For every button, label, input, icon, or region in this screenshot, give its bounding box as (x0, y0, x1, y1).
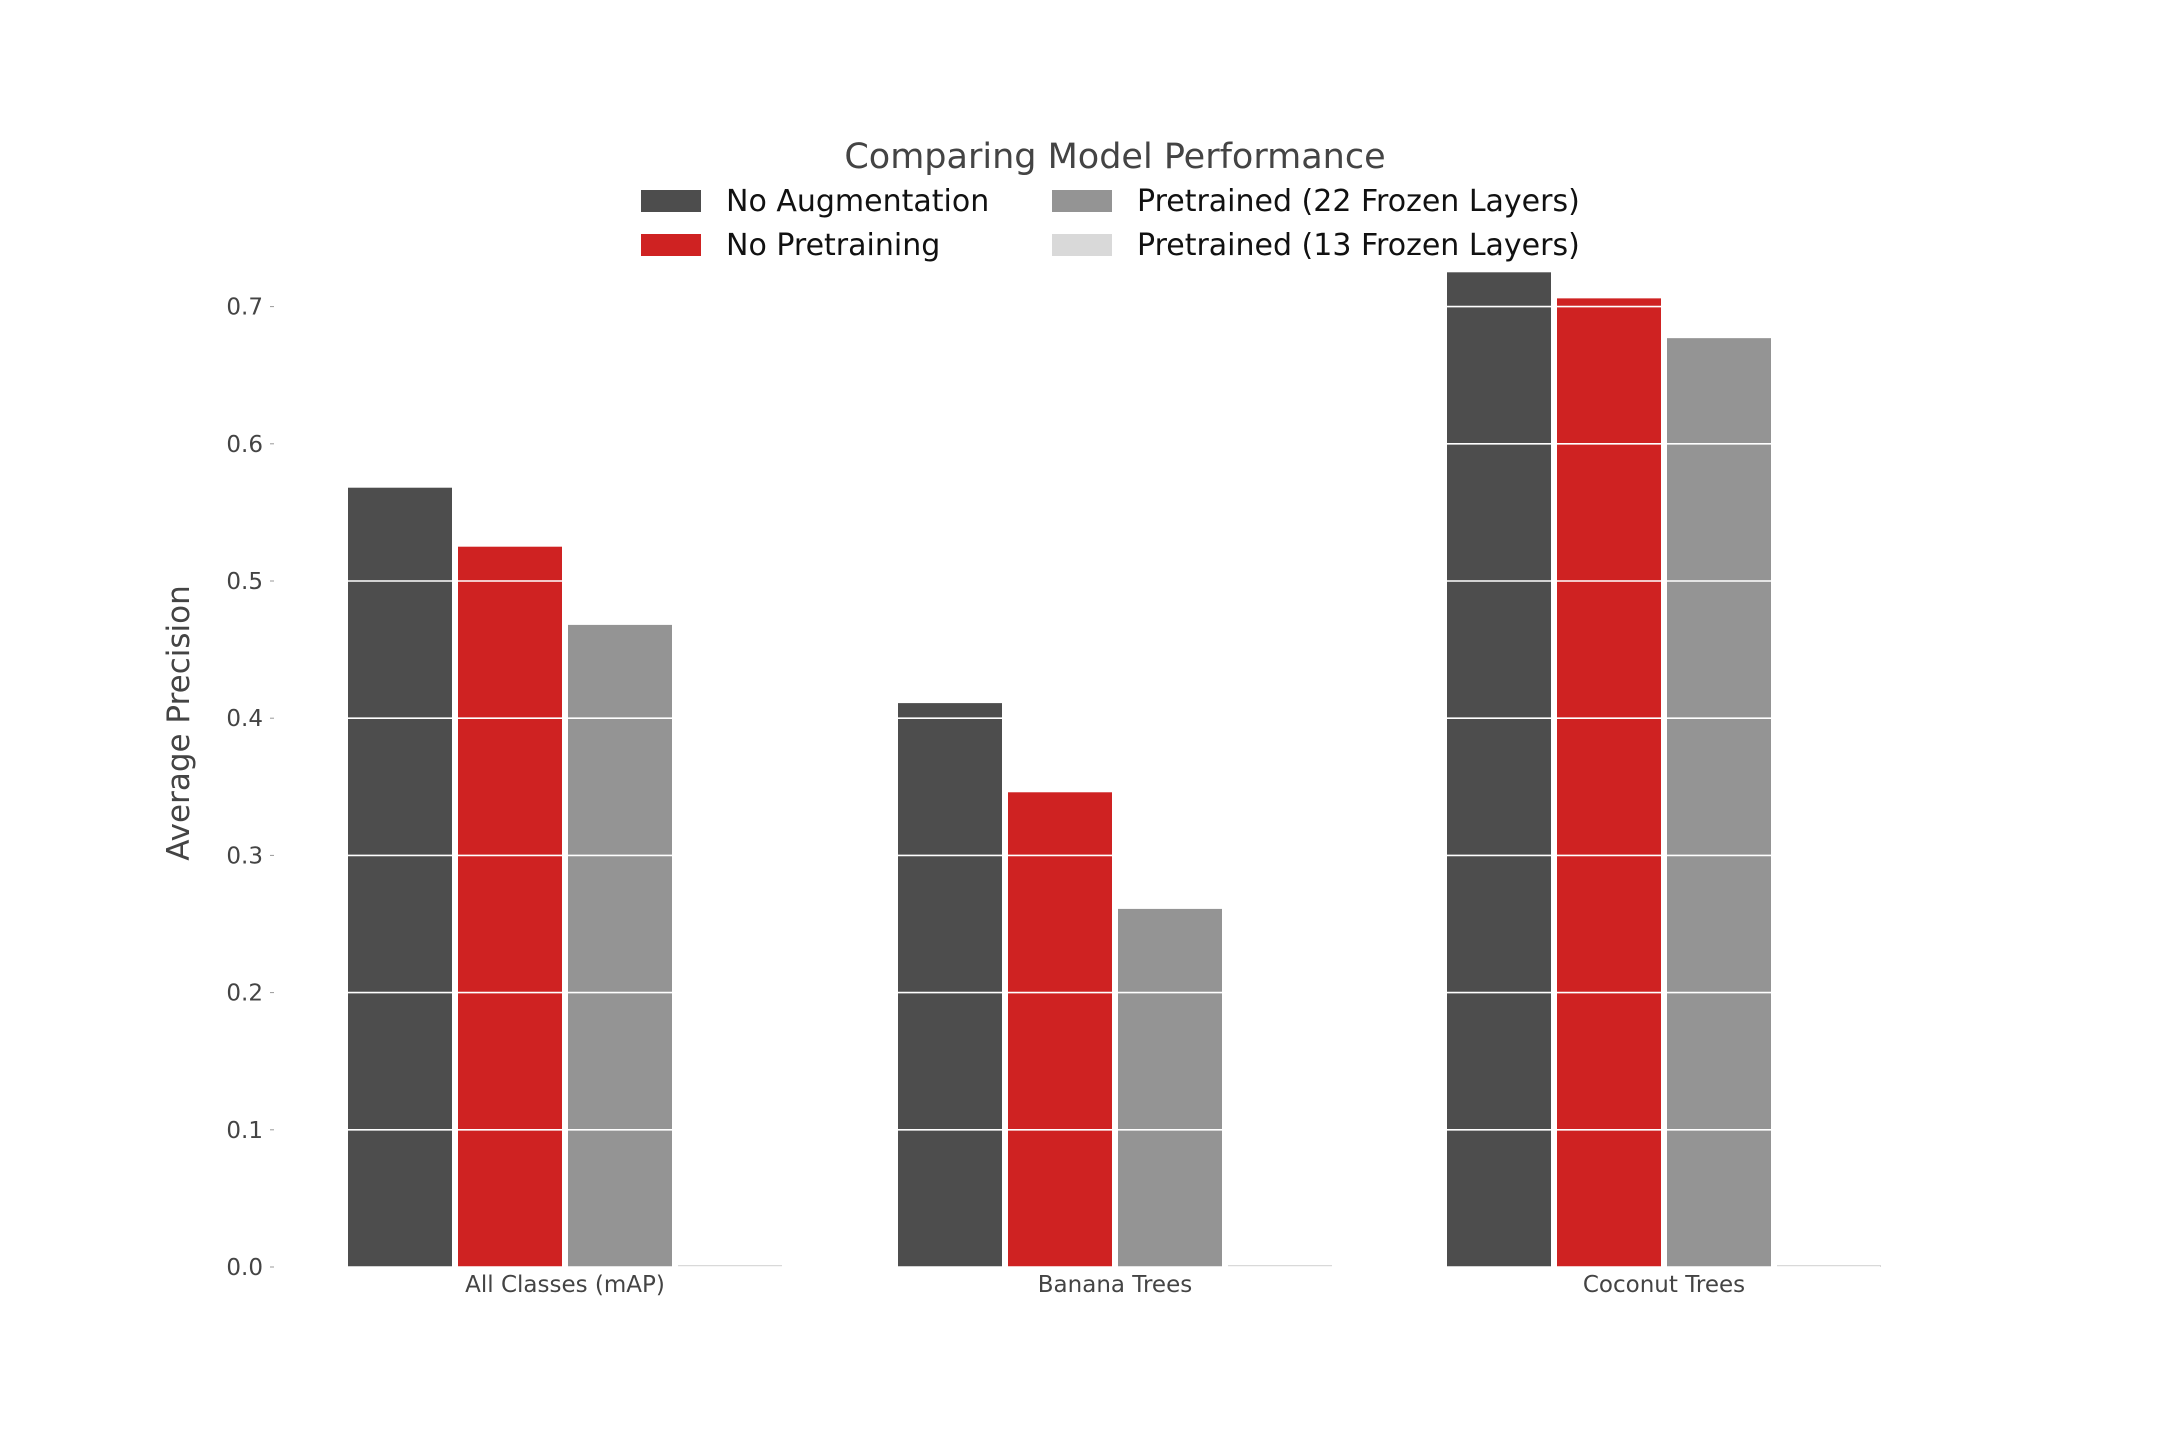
legend-swatch-3 (1052, 190, 1112, 212)
y-tick-label: 0.4 (226, 706, 263, 732)
bar-2-3 (1557, 298, 1661, 1267)
y-tick-label: 0.7 (226, 295, 263, 321)
x-axis-ticks: All Classes (mAP) Banana Trees Coconut Tre… (465, 1272, 1745, 1298)
y-axis-label: Average Precision (161, 585, 197, 860)
bar-2-1 (458, 546, 562, 1267)
legend-swatch-1 (641, 190, 701, 212)
legend-label-2: No Pretraining (726, 228, 940, 263)
gridlines (270, 305, 1880, 1268)
legend-label-3: Pretrained (22 Frozen Layers) (1137, 184, 1580, 219)
bar-3-3 (1667, 338, 1771, 1267)
bar-2-2 (1008, 792, 1112, 1267)
bar-3-1 (568, 624, 672, 1267)
legend-label-1: No Augmentation (726, 184, 989, 219)
x-tick-label: All Classes (mAP) (465, 1272, 665, 1298)
y-tick-label: 0.5 (226, 569, 263, 595)
y-tick-label: 0.6 (226, 432, 263, 458)
bar-1-3 (1447, 272, 1551, 1267)
bar-3-2 (1118, 908, 1222, 1267)
y-tick-label: 0.1 (226, 1118, 263, 1144)
y-tick-label: 0.3 (226, 843, 263, 869)
bar-1-2 (898, 703, 1002, 1267)
legend-swatch-4 (1052, 234, 1112, 256)
bar-1-1 (348, 487, 452, 1268)
bars-group (348, 272, 1881, 1268)
y-tick-label: 0.2 (226, 981, 263, 1007)
y-tick-label: 0.0 (226, 1255, 263, 1281)
legend-label-4: Pretrained (13 Frozen Layers) (1137, 228, 1580, 263)
chart-title: Comparing Model Performance (844, 137, 1385, 177)
y-axis-ticks: 0.0 0.1 0.2 0.3 0.4 0.5 0.6 0.7 (226, 295, 274, 1281)
x-tick-label: Coconut Trees (1583, 1272, 1745, 1298)
legend: No Augmentation No Pretraining Pretrained … (641, 184, 1580, 263)
x-tick-label: Banana Trees (1038, 1272, 1192, 1298)
legend-swatch-2 (641, 234, 701, 256)
